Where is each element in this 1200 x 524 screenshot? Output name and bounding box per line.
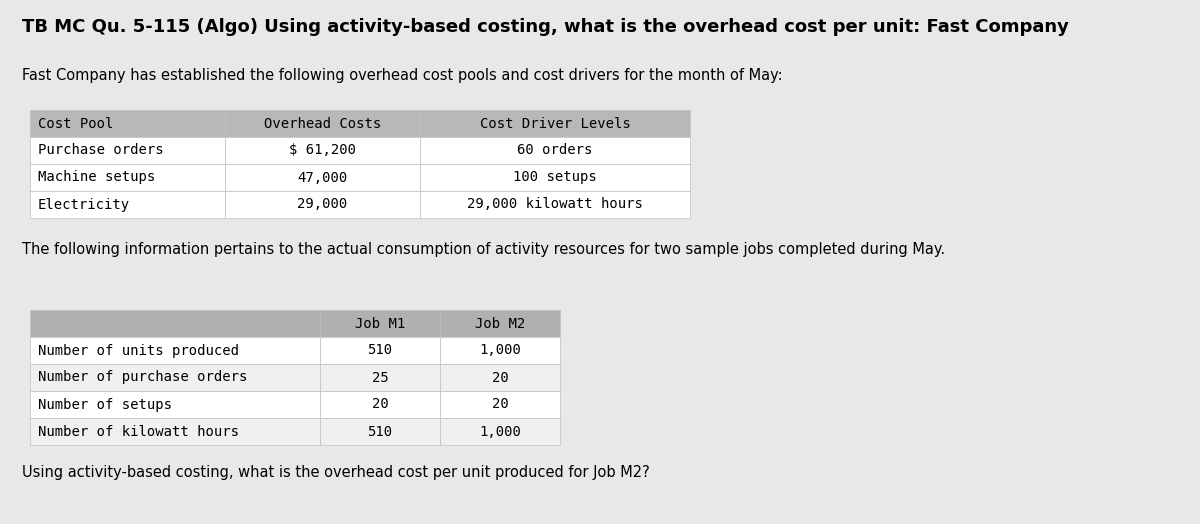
Text: 100 setups: 100 setups: [514, 170, 596, 184]
Text: Overhead Costs: Overhead Costs: [264, 116, 382, 130]
Text: Cost Driver Levels: Cost Driver Levels: [480, 116, 630, 130]
Text: 47,000: 47,000: [298, 170, 348, 184]
Bar: [320, 418, 440, 445]
Text: 510: 510: [367, 424, 392, 439]
Text: Electricity: Electricity: [38, 198, 130, 212]
Text: Using activity-based costing, what is the overhead cost per unit produced for Jo: Using activity-based costing, what is th…: [22, 465, 649, 480]
Bar: [440, 391, 560, 418]
Bar: [440, 418, 560, 445]
Text: 20: 20: [492, 370, 509, 385]
Text: 510: 510: [367, 344, 392, 357]
Text: Job M1: Job M1: [355, 316, 406, 331]
Bar: [420, 137, 690, 164]
Bar: [30, 137, 226, 164]
Bar: [320, 337, 440, 364]
Bar: [420, 110, 690, 137]
Bar: [226, 110, 420, 137]
Text: 29,000 kilowatt hours: 29,000 kilowatt hours: [467, 198, 643, 212]
Bar: [320, 391, 440, 418]
Text: 60 orders: 60 orders: [517, 144, 593, 158]
Text: Job M2: Job M2: [475, 316, 526, 331]
Bar: [30, 110, 226, 137]
Bar: [30, 391, 320, 418]
Text: Cost Pool: Cost Pool: [38, 116, 113, 130]
Bar: [420, 164, 690, 191]
Bar: [440, 364, 560, 391]
Bar: [30, 191, 226, 218]
Text: $ 61,200: $ 61,200: [289, 144, 356, 158]
Text: 1,000: 1,000: [479, 424, 521, 439]
Bar: [440, 310, 560, 337]
Text: 20: 20: [492, 398, 509, 411]
Text: 20: 20: [372, 398, 389, 411]
Bar: [320, 364, 440, 391]
Bar: [420, 191, 690, 218]
Text: Fast Company has established the following overhead cost pools and cost drivers : Fast Company has established the followi…: [22, 68, 782, 83]
Bar: [30, 310, 320, 337]
Text: 25: 25: [372, 370, 389, 385]
Bar: [226, 137, 420, 164]
Bar: [30, 337, 320, 364]
Text: 1,000: 1,000: [479, 344, 521, 357]
Text: Number of purchase orders: Number of purchase orders: [38, 370, 247, 385]
Bar: [226, 164, 420, 191]
Text: The following information pertains to the actual consumption of activity resourc: The following information pertains to th…: [22, 242, 946, 257]
Bar: [30, 418, 320, 445]
Bar: [320, 310, 440, 337]
Text: TB MC Qu. 5-115 (Algo) Using activity-based costing, what is the overhead cost p: TB MC Qu. 5-115 (Algo) Using activity-ba…: [22, 18, 1069, 36]
Bar: [30, 364, 320, 391]
Bar: [440, 337, 560, 364]
Text: 29,000: 29,000: [298, 198, 348, 212]
Bar: [226, 191, 420, 218]
Text: Number of units produced: Number of units produced: [38, 344, 239, 357]
Bar: [30, 164, 226, 191]
Text: Machine setups: Machine setups: [38, 170, 155, 184]
Text: Number of setups: Number of setups: [38, 398, 172, 411]
Text: Purchase orders: Purchase orders: [38, 144, 163, 158]
Text: Number of kilowatt hours: Number of kilowatt hours: [38, 424, 239, 439]
